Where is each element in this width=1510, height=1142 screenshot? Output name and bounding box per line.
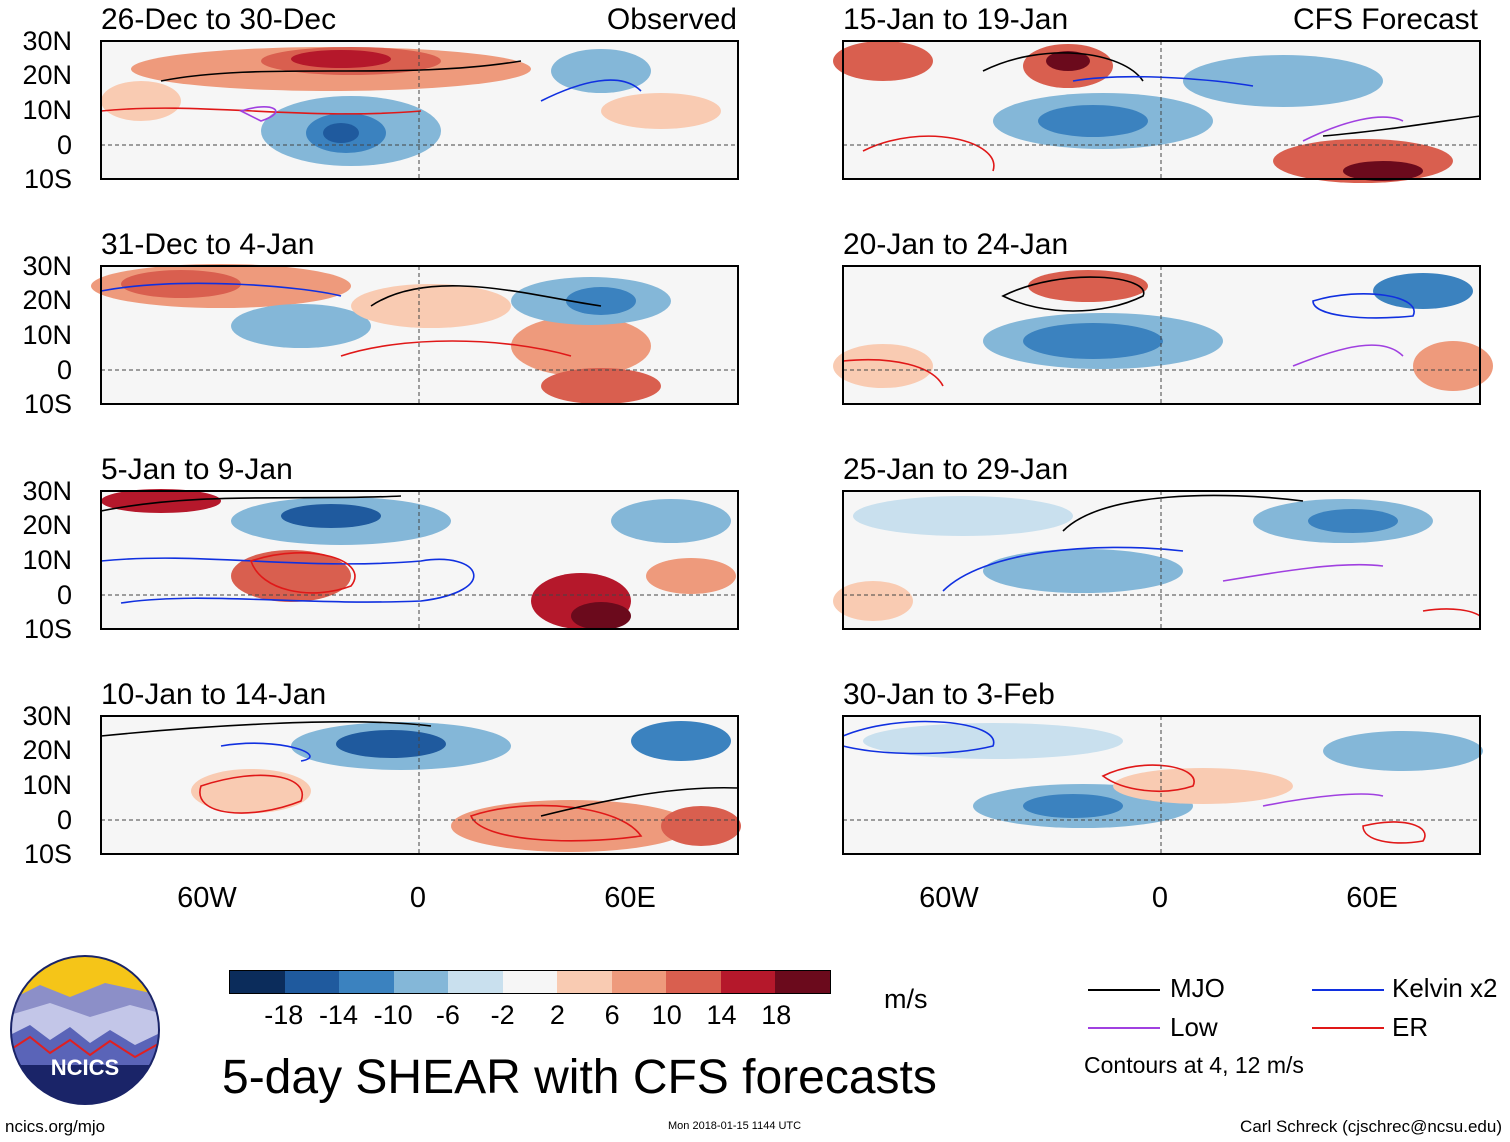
lat-label: 10S: [23, 614, 72, 644]
lat-label: 30N: [22, 701, 72, 731]
colorbar-swatch: [720, 971, 776, 993]
colorbar-swatch: [611, 971, 667, 993]
panel-title: 20-Jan to 24-Jan: [843, 228, 1069, 261]
logo-text: NCICS: [51, 1055, 119, 1080]
colorbar-tick-label: 10: [651, 1000, 682, 1030]
colorbar-swatch: [284, 971, 340, 993]
legend-mjo: MJO: [1170, 973, 1225, 1003]
colorbar-tick-label: 14: [706, 1000, 737, 1030]
colorbar-tick-label: -14: [318, 1000, 358, 1030]
units-label: m/s: [884, 984, 928, 1014]
map-panel-observed-2: [91, 264, 739, 405]
colorbar-tick-label: -10: [373, 1000, 413, 1030]
legend-low: Low: [1170, 1012, 1218, 1042]
lon-label-60w: 60W: [177, 882, 237, 914]
colorbar-swatch: [502, 971, 558, 993]
colorbar-tick-label: 18: [761, 1000, 792, 1030]
lat-label: 0: [56, 130, 72, 160]
legend-er: ER: [1392, 1012, 1429, 1042]
panel-title: 30-Jan to 3-Feb: [843, 678, 1055, 711]
panel-title: 25-Jan to 29-Jan: [843, 453, 1069, 486]
map-panel-forecast-4: [842, 715, 1483, 855]
lat-label: 20N: [22, 60, 72, 90]
colorbar-tick-label: -2: [490, 1000, 515, 1030]
lat-label: 30N: [22, 26, 72, 56]
colorbar-swatch: [775, 971, 831, 993]
colorbar-tick-label: 6: [604, 1000, 620, 1030]
er-line-icon: [1312, 1027, 1384, 1029]
lon-label-60e: 60E: [1346, 882, 1398, 914]
mjo-line-icon: [1088, 989, 1160, 991]
author-credit: Carl Schreck (cjschrec@ncsu.edu): [1240, 1117, 1502, 1136]
map-panel-forecast-1: [833, 40, 1481, 183]
lat-label: 10S: [23, 389, 72, 419]
lon-label-60w: 60W: [919, 882, 979, 914]
lat-label: 0: [56, 580, 72, 610]
lat-label: 20N: [22, 285, 72, 315]
lat-label: 10N: [22, 95, 72, 125]
lat-label: 10S: [23, 839, 72, 869]
map-panel-observed-1: [100, 40, 739, 180]
panel-title: 15-Jan to 19-Jan: [843, 3, 1069, 36]
map-panel-observed-4: [100, 715, 741, 855]
legend-kelvin: Kelvin x2: [1392, 973, 1498, 1003]
panel-title: 5-Jan to 9-Jan: [101, 453, 293, 486]
lon-label-60e: 60E: [604, 882, 656, 914]
panel-title: 26-Dec to 30-Dec: [101, 3, 337, 36]
colorbar-swatch: [393, 971, 449, 993]
map-panel-forecast-3: [833, 490, 1481, 630]
lat-label: 10N: [22, 770, 72, 800]
observed-label: Observed: [606, 3, 737, 36]
colorbar: [229, 970, 831, 994]
map-panel-forecast-2: [833, 265, 1493, 405]
site-link[interactable]: ncics.org/mjo: [5, 1117, 106, 1136]
lat-label: 10S: [23, 164, 72, 194]
timestamp: Mon 2018-01-15 1144 UTC: [668, 1120, 802, 1132]
lon-label-0: 0: [409, 882, 427, 914]
lat-label: 0: [56, 355, 72, 385]
panel-title: 31-Dec to 4-Jan: [101, 228, 315, 261]
lat-label: 10N: [22, 545, 72, 575]
contour-note: Contours at 4, 12 m/s: [1084, 1052, 1304, 1078]
forecast-label: CFS Forecast: [1292, 3, 1478, 36]
lat-label: 30N: [22, 251, 72, 281]
colorbar-swatch: [448, 971, 503, 993]
colorbar-swatch: [339, 971, 394, 993]
page-title: 5-day SHEAR with CFS forecasts: [222, 1051, 937, 1104]
low-line-icon: [1088, 1027, 1160, 1029]
map-panel-observed-3: [100, 489, 739, 630]
kelvin-line-icon: [1312, 989, 1384, 991]
lat-label: 0: [56, 805, 72, 835]
lon-label-0: 0: [1151, 882, 1169, 914]
colorbar-swatch: [666, 971, 721, 993]
lat-label: 20N: [22, 510, 72, 540]
colorbar-tick-label: -18: [264, 1000, 304, 1030]
colorbar-tick-label: -6: [435, 1000, 460, 1030]
lat-label: 10N: [22, 320, 72, 350]
lat-label: 20N: [22, 735, 72, 765]
ncics-logo: NCICS: [10, 955, 160, 1105]
panel-title: 10-Jan to 14-Jan: [101, 678, 327, 711]
colorbar-tick-label: 2: [549, 1000, 565, 1030]
colorbar-swatch: [230, 971, 285, 993]
lat-label: 30N: [22, 476, 72, 506]
colorbar-swatch: [557, 971, 612, 993]
